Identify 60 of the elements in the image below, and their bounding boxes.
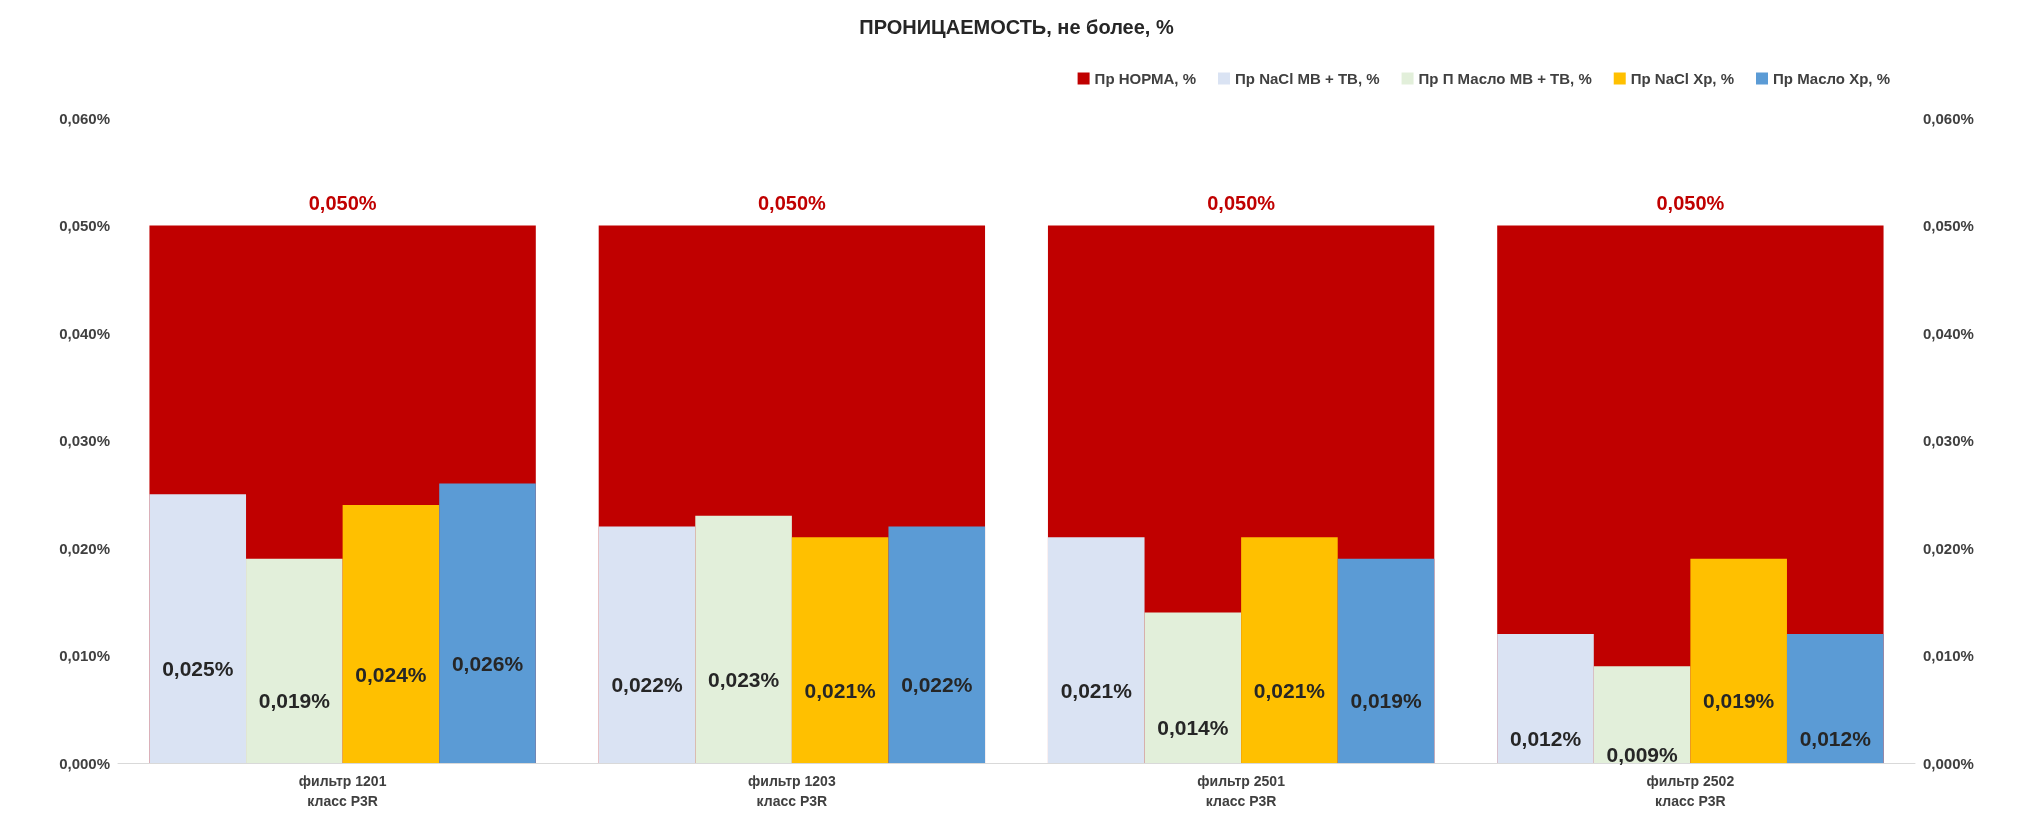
data-label: 0,021% [1060, 678, 1133, 702]
y-tick-label: 0,000% [59, 754, 110, 772]
bar [1690, 558, 1787, 763]
data-label: 0,022% [901, 673, 973, 697]
bar [1337, 558, 1435, 763]
data-label: 0,019% [1350, 689, 1422, 713]
y2-tick-label: 0,000% [1923, 754, 1974, 772]
y2-tick-label: 0,020% [1923, 539, 1974, 557]
x-tick-label: фильтр 2502 класс P3R [1646, 773, 1735, 809]
data-label: 0,021% [1253, 678, 1326, 702]
x-tick-label: фильтр 1201 класс P3R [298, 773, 387, 809]
x-tick-label: фильтр 2501 класс P3R [1197, 773, 1286, 809]
data-label: 0,022% [611, 673, 683, 697]
legend-label: Пр NaCl Хр, % [1630, 70, 1735, 87]
y-tick-label: 0,050% [59, 217, 110, 234]
bar [1786, 634, 1884, 763]
bar [1497, 634, 1594, 763]
data-label: 0,026% [451, 651, 524, 675]
bar [791, 537, 889, 763]
y-tick-label: 0,040% [59, 324, 110, 342]
y2-tick-label: 0,030% [1923, 432, 1974, 449]
bar [1241, 537, 1338, 763]
bar [439, 483, 536, 763]
y-tick-label: 0,010% [59, 647, 110, 664]
data-label: 0,012% [1799, 727, 1872, 750]
legend-label: Пр Масло Хр, % [1773, 70, 1891, 87]
legend-label: Пр NaCl МВ + ТВ, % [1235, 70, 1380, 87]
bar [598, 526, 696, 763]
bar [1593, 666, 1691, 763]
data-label: 0,024% [355, 662, 427, 686]
bar [1144, 612, 1242, 763]
legend-label: Пр П Масло МВ + ТВ, % [1418, 70, 1592, 87]
y2-tick-label: 0,050% [1923, 217, 1974, 234]
chart-title: ПРОНИЦАЕМОСТЬ, не более, % [859, 16, 1174, 38]
bar [1047, 537, 1145, 763]
data-label: 0,014% [1157, 716, 1229, 740]
bar [695, 515, 792, 763]
data-label: 0,050% [1207, 191, 1276, 214]
data-label: 0,009% [1606, 743, 1679, 767]
data-label: 0,019% [1703, 689, 1775, 713]
y2-tick-label: 0,060% [1923, 109, 1974, 127]
data-label: 0,019% [258, 689, 331, 713]
bar [888, 526, 986, 763]
bar [342, 505, 440, 763]
data-label: 0,025% [162, 657, 234, 681]
y-tick-label: 0,030% [59, 432, 110, 449]
legend-label: Пр НОРМА, % [1094, 70, 1197, 87]
y-tick-label: 0,020% [59, 539, 110, 557]
y2-tick-label: 0,010% [1923, 647, 1974, 664]
x-tick-label: фильтр 1203 класс P3R [748, 773, 836, 809]
bar [149, 494, 247, 763]
data-label: 0,023% [707, 667, 780, 691]
y2-tick-label: 0,040% [1923, 324, 1974, 342]
data-label: 0,012% [1509, 727, 1582, 750]
data-label: 0,050% [1656, 191, 1725, 214]
data-label: 0,021% [804, 678, 877, 702]
data-label: 0,050% [308, 191, 377, 214]
data-label: 0,050% [757, 191, 826, 214]
y-tick-label: 0,060% [59, 109, 110, 127]
bar [246, 558, 343, 763]
